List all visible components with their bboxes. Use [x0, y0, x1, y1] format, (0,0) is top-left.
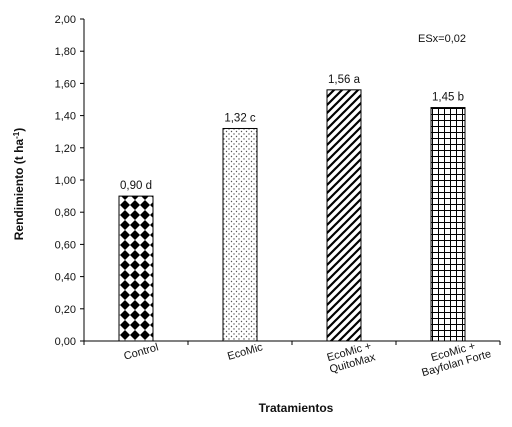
- x-category-label: EcoMic +Bayfolan Forte: [420, 340, 492, 379]
- y-tick-label: 1,20: [55, 143, 76, 155]
- bar: [326, 89, 362, 342]
- y-tick-label: 0,40: [55, 272, 76, 284]
- bar: [430, 107, 466, 342]
- y-tick-label: 1,60: [55, 78, 76, 90]
- y-tick-label: 0,80: [55, 207, 76, 219]
- bar-data-label: 1,56 a: [328, 74, 361, 86]
- y-tick-label: 0,20: [55, 304, 76, 316]
- y-tick-label: 1,80: [55, 46, 76, 58]
- y-tick-label: 2,00: [55, 14, 76, 26]
- y-tick-label: 1,00: [55, 175, 76, 187]
- x-axis: Control EcoMic EcoMic +QuitoMax EcoMic +Bay…: [83, 340, 501, 379]
- ses-annotation: ESx=0,02: [418, 33, 466, 45]
- y-tick-label: 0,00: [55, 336, 76, 348]
- bar-data-label: 1,32 c: [224, 112, 256, 124]
- y-tick-label: 1,40: [55, 111, 76, 123]
- x-category-label: EcoMic: [226, 341, 264, 363]
- x-category-label-line: Control: [122, 341, 159, 362]
- bar: [118, 195, 154, 342]
- y-axis: 0,00 0,20 0,40 0,60 0,80 1,00 1,20 1,40 1,60 1,80…: [55, 14, 85, 348]
- x-category-label: Control: [122, 341, 159, 362]
- y-axis-title: Rendimiento (t ha-1): [12, 128, 26, 240]
- x-axis-title: Tratamientos: [259, 401, 334, 415]
- bars: 0,90 d 1,32 c 1,56 a 1,45 b: [118, 74, 466, 342]
- y-tick-label: 0,60: [55, 239, 76, 251]
- x-category-label-line: EcoMic: [226, 341, 264, 363]
- x-category-label: EcoMic +QuitoMax: [326, 340, 378, 376]
- bar: [222, 127, 258, 342]
- bar-data-label: 1,45 b: [432, 92, 464, 104]
- bar-data-label: 0,90 d: [120, 180, 152, 192]
